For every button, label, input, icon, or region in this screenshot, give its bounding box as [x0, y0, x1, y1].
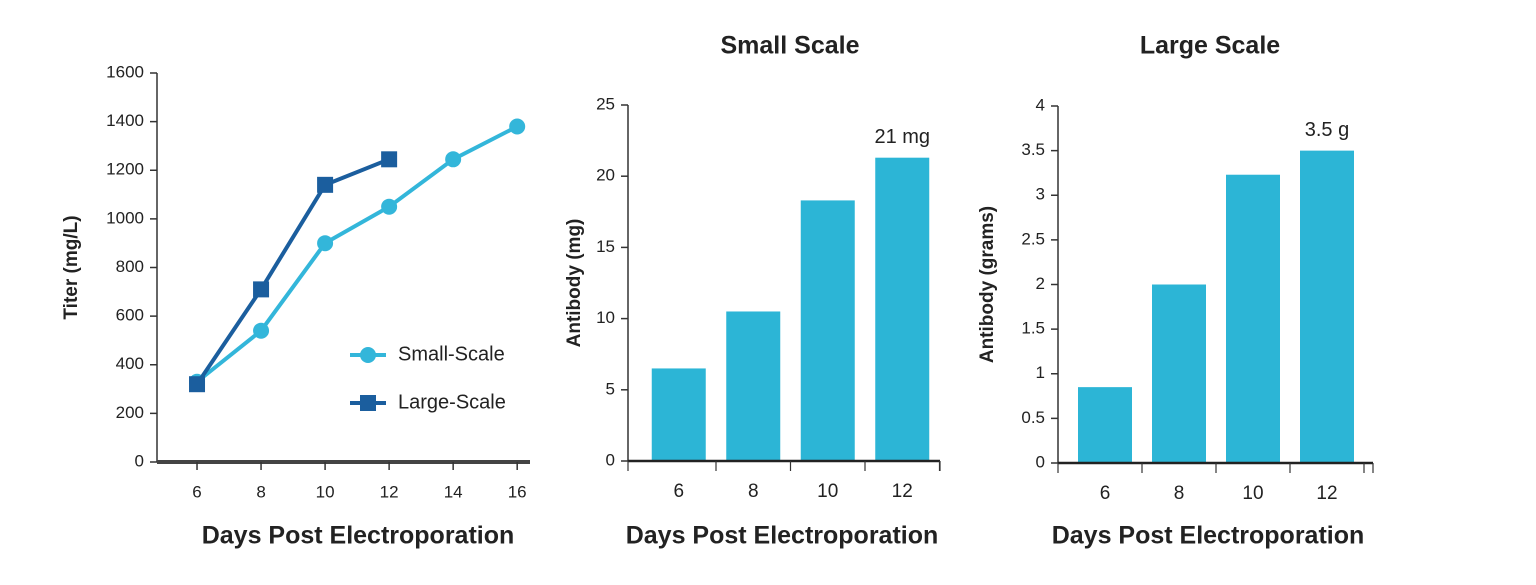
value-label: 21 mg [874, 126, 930, 148]
y-tick-label: 4 [1036, 95, 1045, 114]
marker [381, 151, 398, 168]
legend-label: Large-Scale [398, 391, 506, 413]
x-tick-label: 14 [444, 482, 463, 501]
legend-marker [360, 347, 376, 363]
y-tick-label: 3 [1036, 185, 1045, 204]
y-axis-label: Titer (mg/L) [61, 215, 82, 319]
y-tick-label: 1200 [106, 160, 144, 179]
x-tick-label: 8 [256, 482, 265, 501]
y-tick-label: 800 [116, 257, 144, 276]
x-tick-label: 10 [316, 482, 335, 501]
marker [317, 176, 334, 193]
y-tick-label: 10 [596, 308, 615, 327]
marker [445, 151, 462, 168]
y-tick-label: 3.5 [1021, 140, 1045, 159]
legend-marker [360, 395, 376, 411]
y-tick-label: 0 [606, 450, 615, 469]
y-tick-label: 400 [116, 354, 144, 373]
y-tick-label: 1600 [106, 62, 144, 81]
y-tick-label: 5 [606, 379, 615, 398]
chart-title: Large Scale [1140, 32, 1280, 60]
y-tick-label: 0 [1036, 452, 1045, 471]
y-tick-label: 0.5 [1021, 408, 1045, 427]
marker [189, 376, 206, 393]
x-tick-label: 12 [380, 482, 399, 501]
y-tick-label: 1000 [106, 208, 144, 227]
y-tick-label: 20 [596, 166, 615, 185]
x-tick-label: 10 [1242, 483, 1263, 504]
x-tick-label: 16 [508, 482, 527, 501]
y-tick-label: 2.5 [1021, 229, 1045, 248]
x-tick-label: 6 [673, 481, 684, 502]
series-line [195, 157, 390, 386]
marker [509, 118, 526, 135]
marker [253, 322, 270, 339]
x-tick-label: 12 [1316, 483, 1337, 504]
y-tick-label: 25 [596, 94, 615, 113]
bar [875, 157, 930, 462]
marker [381, 198, 398, 215]
y-tick-label: 1400 [106, 111, 144, 130]
y-tick-label: 200 [116, 403, 144, 422]
y-tick-label: 0 [135, 451, 144, 470]
marker [253, 281, 270, 298]
y-axis-label: Antibody (grams) [977, 206, 998, 363]
marker [317, 235, 334, 252]
y-tick-label: 1.5 [1021, 319, 1045, 338]
y-tick-label: 15 [596, 237, 615, 256]
bar [1300, 150, 1354, 463]
y-axis-label: Antibody (mg) [564, 219, 585, 348]
bar [1226, 174, 1280, 463]
bar [1152, 284, 1206, 463]
series-line [195, 124, 519, 384]
y-tick-label: 1 [1036, 363, 1045, 382]
x-tick-label: 8 [1174, 483, 1185, 504]
y-tick-label: 2 [1036, 274, 1045, 293]
bar [726, 311, 781, 461]
chart-title: Small Scale [721, 32, 860, 60]
legend-label: Small-Scale [398, 343, 505, 365]
x-axis-label: Days Post Electroporation [1052, 522, 1365, 550]
x-tick-label: 8 [748, 481, 759, 502]
x-axis-label: Days Post Electroporation [202, 522, 515, 550]
bar [800, 200, 855, 461]
x-tick-label: 6 [192, 482, 201, 501]
x-tick-label: 6 [1100, 483, 1111, 504]
bar [651, 368, 706, 461]
bar [1078, 387, 1132, 463]
x-tick-label: 10 [817, 481, 838, 502]
value-label: 3.5 g [1305, 119, 1349, 141]
y-tick-label: 600 [116, 306, 144, 325]
x-axis-label: Days Post Electroporation [626, 522, 939, 550]
x-tick-label: 12 [892, 481, 913, 502]
